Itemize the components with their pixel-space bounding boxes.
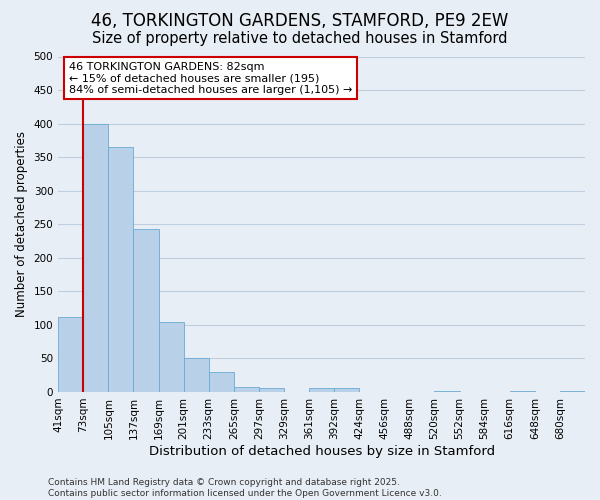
Text: Size of property relative to detached houses in Stamford: Size of property relative to detached ho…	[92, 31, 508, 46]
Text: 46 TORKINGTON GARDENS: 82sqm
← 15% of detached houses are smaller (195)
84% of s: 46 TORKINGTON GARDENS: 82sqm ← 15% of de…	[69, 62, 352, 94]
Bar	[259, 388, 284, 392]
X-axis label: Distribution of detached houses by size in Stamford: Distribution of detached houses by size …	[149, 444, 494, 458]
Bar	[109, 147, 133, 392]
Bar	[184, 358, 209, 392]
Bar	[309, 388, 334, 392]
Text: Contains HM Land Registry data © Crown copyright and database right 2025.
Contai: Contains HM Land Registry data © Crown c…	[48, 478, 442, 498]
Bar	[510, 390, 535, 392]
Bar	[560, 390, 585, 392]
Bar	[58, 317, 83, 392]
Bar	[334, 388, 359, 392]
Bar	[209, 372, 234, 392]
Bar	[234, 386, 259, 392]
Bar	[434, 390, 460, 392]
Bar	[158, 322, 184, 392]
Y-axis label: Number of detached properties: Number of detached properties	[15, 131, 28, 317]
Text: 46, TORKINGTON GARDENS, STAMFORD, PE9 2EW: 46, TORKINGTON GARDENS, STAMFORD, PE9 2E…	[91, 12, 509, 30]
Bar	[133, 229, 158, 392]
Bar	[83, 124, 109, 392]
